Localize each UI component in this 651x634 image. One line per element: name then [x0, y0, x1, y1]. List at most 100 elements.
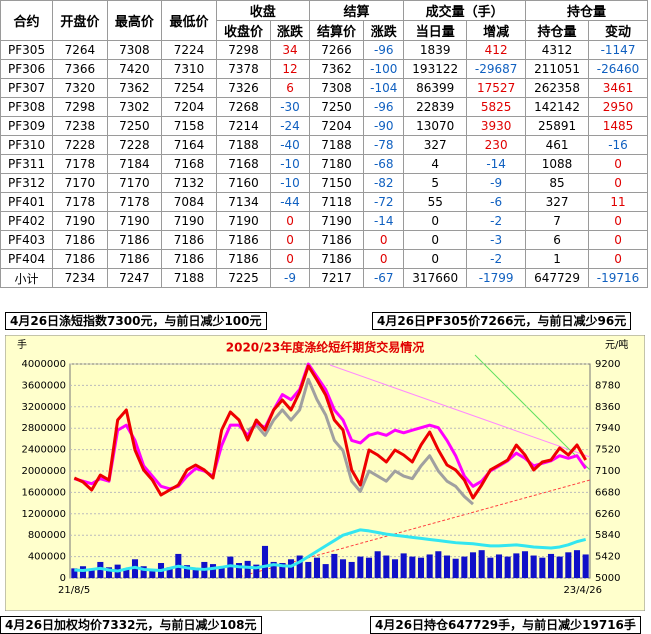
header-row: 收盘价 涨跌 结算价 涨跌 当日量 增减 持仓量 变动	[1, 20, 648, 41]
cell: 7362	[106, 78, 163, 98]
volume-bar	[339, 559, 347, 578]
volume-bar	[88, 569, 95, 578]
cell: 7250	[308, 97, 365, 117]
cell: 7225	[215, 268, 272, 288]
cell: -104	[363, 78, 405, 98]
cell: PF305	[0, 40, 54, 60]
volume-bar	[331, 553, 338, 578]
header-cell: 增减	[466, 20, 527, 41]
cell: 461	[525, 135, 590, 155]
volume-bar	[530, 555, 537, 578]
cell: 7238	[52, 116, 108, 136]
cell: 412	[466, 40, 527, 60]
cell: 5825	[466, 97, 527, 117]
volume-bar	[209, 564, 217, 578]
cell: 7378	[215, 59, 272, 79]
data-row: PF404 7186 7186 7186 7186 0 7186 0 0 -2 1 0	[0, 249, 648, 269]
cell: 7188	[161, 268, 217, 288]
y2-tick-label: 7940	[595, 423, 620, 434]
data-row: PF308 7298 7302 7204 7268 -30 7250 -96 22839 5825…	[0, 97, 648, 117]
volume-bar	[105, 567, 113, 578]
cell: 7326	[215, 78, 272, 98]
cell: 7204	[161, 97, 217, 117]
y-tick-label: 4000000	[21, 359, 66, 370]
series-line	[73, 364, 587, 500]
cell: 0	[588, 154, 648, 174]
cell: 7302	[106, 97, 163, 117]
volume-bar	[296, 555, 303, 578]
cell: PF308	[0, 97, 54, 117]
cell: 230	[466, 135, 527, 155]
y2-tick-label: 5840	[595, 530, 620, 541]
volume-bar	[218, 566, 225, 578]
y2-tick-label: 9200	[595, 359, 620, 370]
volume-bar	[374, 551, 381, 578]
volume-bar	[227, 556, 234, 578]
cell: 55	[403, 192, 468, 212]
cell: -44	[270, 192, 310, 212]
cell: 7084	[161, 192, 217, 212]
volume-bar	[417, 557, 425, 578]
cell: 0	[363, 230, 405, 250]
volume-bar	[261, 545, 269, 578]
header-cell: 涨跌	[363, 20, 405, 41]
cell: 4312	[525, 40, 590, 60]
cell: 0	[270, 211, 310, 231]
cell: 7178	[106, 192, 163, 212]
header-cell: 涨跌	[270, 20, 310, 41]
cell: -10	[270, 154, 310, 174]
y-tick-label: 2800000	[21, 423, 66, 434]
cell: 7186	[161, 230, 217, 250]
series-line	[246, 377, 474, 506]
volume-bar	[183, 565, 191, 578]
cell: PF310	[0, 135, 54, 155]
volume-bar	[140, 566, 147, 578]
cell: -100	[363, 59, 405, 79]
volume-bar	[149, 569, 156, 578]
cell: 7170	[52, 173, 108, 193]
cell: 1	[525, 249, 590, 269]
cell: -14	[363, 211, 405, 231]
cell: 647729	[525, 268, 590, 288]
data-row: PF309 7238 7250 7158 7214 -24 7204 -90 13070 3930…	[0, 116, 648, 136]
cell: 0	[403, 230, 468, 250]
cell: 7134	[215, 192, 272, 212]
y-tick-label: 2400000	[21, 445, 66, 456]
cell: 7178	[52, 192, 108, 212]
cell: 211051	[525, 59, 590, 79]
volume-bar	[521, 551, 529, 578]
header-cell: 持仓量	[525, 20, 590, 41]
cell: -29687	[466, 59, 527, 79]
data-row: PF307 7320 7362 7254 7326 6 7308 -104 86399 17527…	[0, 78, 648, 98]
cell: -78	[363, 135, 405, 155]
cell: 22839	[403, 97, 468, 117]
cell: 193122	[403, 59, 468, 79]
cell: 7186	[215, 230, 272, 250]
cell: 7160	[215, 173, 272, 193]
volume-bar	[504, 556, 511, 578]
cell: 7186	[215, 249, 272, 269]
volume-bar	[452, 558, 459, 578]
volume-bar	[400, 553, 407, 578]
note: 4月26日持仓647729手，与前日减少19716手	[370, 616, 641, 634]
cell: 0	[588, 173, 648, 193]
volume-bar	[71, 568, 78, 578]
cell: 7186	[308, 249, 365, 269]
header-cell: 最高价	[106, 0, 163, 41]
cell: 7268	[215, 97, 272, 117]
data-row: PF403 7186 7186 7186 7186 0 7186 0 0 -3 6 0	[0, 230, 648, 250]
cell: 34	[270, 40, 310, 60]
cell: 7224	[161, 40, 217, 60]
cell: 5	[403, 173, 468, 193]
cell: 7264	[52, 40, 108, 60]
header-cell: 成交量（手）	[403, 0, 527, 21]
cell: PF403	[0, 230, 54, 250]
cell: 327	[403, 135, 468, 155]
cell: -6	[466, 192, 527, 212]
cell: PF311	[0, 154, 54, 174]
cell: -10	[270, 173, 310, 193]
volume-bar	[478, 550, 485, 578]
cell: 0	[403, 249, 468, 269]
cell: 7168	[215, 154, 272, 174]
cell: PF312	[0, 173, 54, 193]
